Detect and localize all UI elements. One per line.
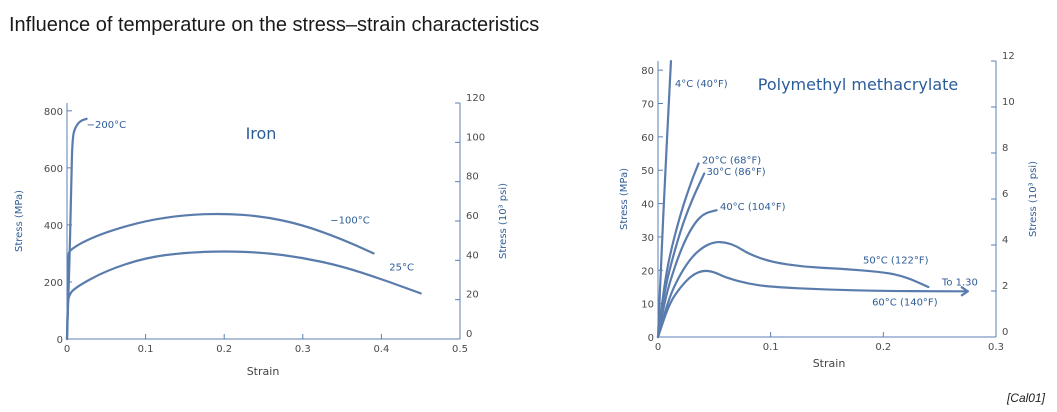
y2-tick-label: 120 [466,93,485,104]
x-axis-label: Strain [813,357,846,370]
y-axis-label: Stress (MPa) [619,168,630,230]
y-tick-label: 60 [641,133,654,144]
series-line [656,172,706,339]
series-label: 25°C [389,263,414,274]
y-tick-label: 50 [641,166,654,177]
x-tick-label: 0.5 [452,344,468,355]
series-line [65,117,88,341]
y-tick-label: 30 [641,233,654,244]
x-tick-label: 0 [64,344,70,355]
y2-tick-label: 100 [466,132,485,143]
series-line [656,269,969,339]
x-axis-label: Strain [247,365,280,378]
y2-tick-label: 60 [466,211,479,222]
y2-tick-label: 0 [1002,327,1008,338]
y2-tick-label: 40 [466,250,479,261]
annotation-label: To 1.30 [941,277,978,288]
y2-tick-label: 12 [1002,51,1015,62]
y-tick-label: 200 [44,278,63,289]
y2-tick-label: 6 [1002,189,1008,200]
x-tick-label: 0.1 [138,344,154,355]
x-tick-label: 0.3 [295,344,311,355]
y2-tick-label: 20 [466,290,479,301]
series-line [65,250,422,341]
y-tick-label: 800 [44,107,63,118]
series-line [656,162,700,339]
series-line [656,240,930,339]
y-tick-label: 40 [641,200,654,211]
x-tick-label: 0.2 [216,344,232,355]
series-label: −100°C [330,215,369,226]
y2-tick-label: 4 [1002,235,1008,246]
series-label: 60°C (140°F) [872,297,938,308]
series-label: 30°C (86°F) [706,167,765,178]
chart-title: Iron [246,124,277,143]
chart-title: Polymethyl methacrylate [758,75,958,94]
y2-axis-label: Stress (10³ psi) [498,183,509,259]
y-tick-label: 0 [648,333,654,344]
x-tick-label: 0.4 [373,344,389,355]
y2-tick-label: 10 [1002,97,1015,108]
y-tick-label: 0 [57,335,63,346]
page-title: Influence of temperature on the stress–s… [9,14,540,36]
series-label: −200°C [87,120,126,131]
y-axis-label: Stress (MPa) [14,190,25,252]
x-tick-label: 0.3 [988,342,1004,353]
series-line [656,60,673,339]
series-label: 50°C (122°F) [863,256,929,267]
y-tick-label: 10 [641,300,654,311]
x-tick-label: 0 [655,342,661,353]
series-line [65,212,375,341]
y-tick-label: 80 [641,66,654,77]
y-tick-label: 20 [641,266,654,277]
series-label: 4°C (40°F) [675,79,728,90]
y2-axis-label: Stress (10³ psi) [1028,161,1039,237]
series-line [656,209,718,339]
x-tick-label: 0.2 [875,342,891,353]
y-tick-label: 400 [44,221,63,232]
y2-tick-label: 80 [466,172,479,183]
y2-tick-label: 0 [466,329,472,340]
arrow-icon [960,286,969,297]
reference-label: [Cal01] [1006,391,1045,405]
y-tick-label: 70 [641,99,654,110]
y2-tick-label: 8 [1002,143,1008,154]
series-label: 20°C (68°F) [702,156,761,167]
x-tick-label: 0.1 [763,342,779,353]
series-label: 40°C (104°F) [720,202,786,213]
y-tick-label: 600 [44,164,63,175]
y2-tick-label: 2 [1002,281,1008,292]
